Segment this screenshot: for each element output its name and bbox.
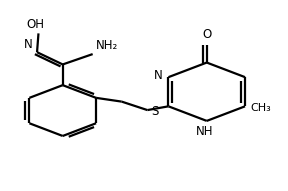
Text: CH₃: CH₃	[251, 103, 272, 113]
Text: NH₂: NH₂	[96, 39, 118, 52]
Text: O: O	[202, 28, 211, 41]
Text: NH: NH	[196, 125, 213, 138]
Text: N: N	[24, 38, 33, 51]
Text: S: S	[152, 104, 159, 117]
Text: OH: OH	[26, 18, 45, 31]
Text: N: N	[154, 69, 162, 82]
